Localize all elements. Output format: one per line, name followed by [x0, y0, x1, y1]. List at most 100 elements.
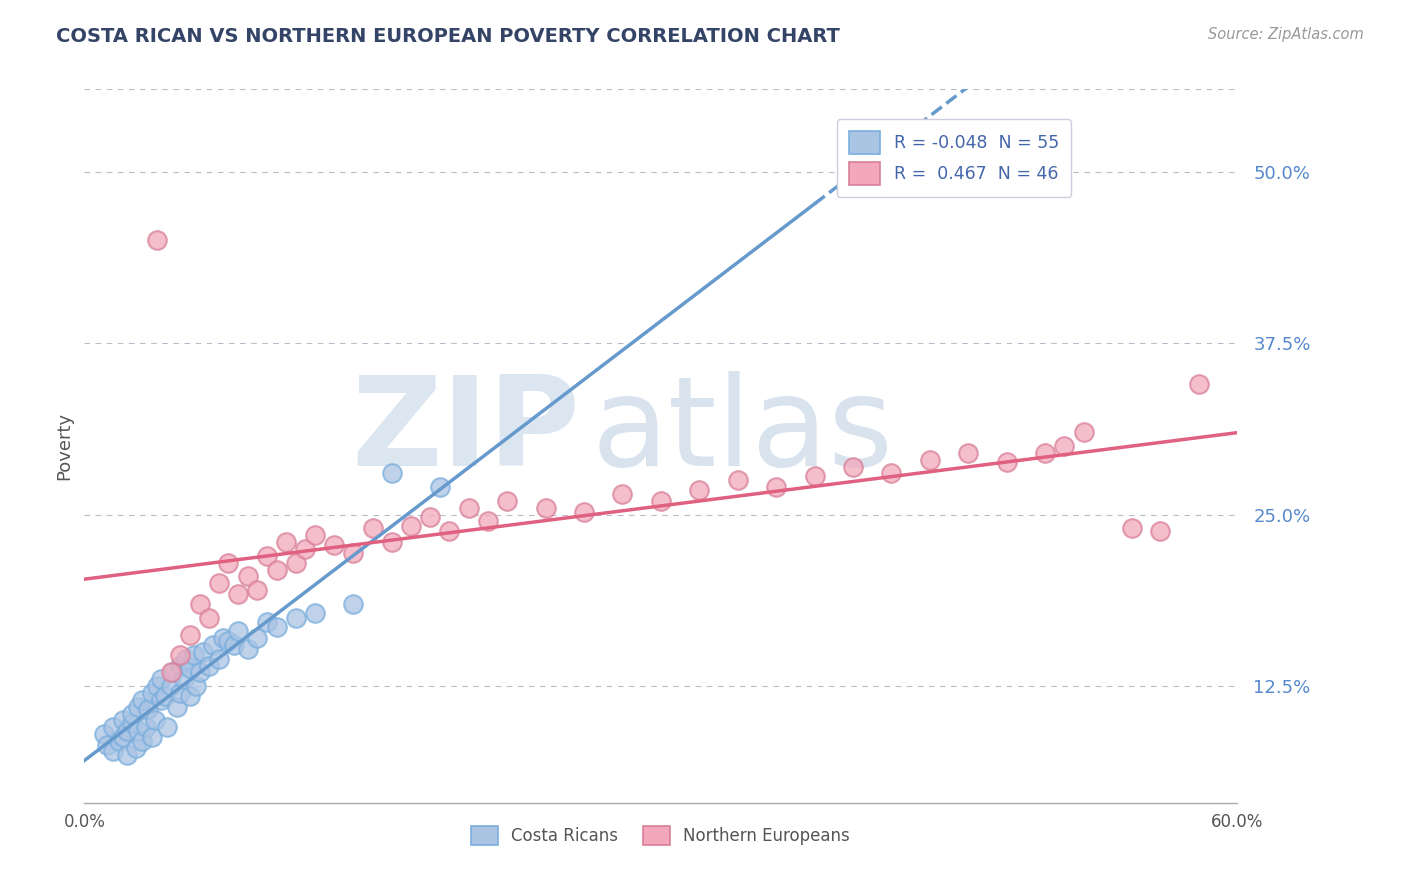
Point [96, 738, 118, 752]
Point [174, 651, 197, 665]
Point [156, 720, 179, 734]
Point [218, 556, 240, 570]
Point [115, 724, 138, 739]
Point [284, 556, 307, 570]
Point [136, 702, 159, 716]
Point [1188, 377, 1211, 392]
Point [1033, 446, 1056, 460]
Point [141, 730, 163, 744]
Point [211, 631, 233, 645]
Point [399, 518, 422, 533]
Point [153, 689, 176, 703]
Point [169, 686, 191, 700]
Point [188, 665, 211, 680]
Point [534, 500, 557, 515]
Point [162, 665, 184, 680]
Point [957, 446, 980, 460]
Point [208, 651, 231, 665]
Point [93, 727, 115, 741]
Point [880, 467, 903, 481]
Point [342, 597, 364, 611]
Point [125, 740, 148, 755]
Point [169, 658, 191, 673]
Point [145, 714, 167, 728]
Point [256, 549, 278, 563]
Point [103, 744, 124, 758]
Point [304, 528, 326, 542]
Point [294, 541, 316, 556]
Point [166, 699, 188, 714]
Text: COSTA RICAN VS NORTHERN EUROPEAN POVERTY CORRELATION CHART: COSTA RICAN VS NORTHERN EUROPEAN POVERTY… [56, 27, 841, 45]
Point [169, 648, 191, 662]
Point [141, 686, 163, 700]
Point [127, 699, 149, 714]
Point [1073, 425, 1095, 440]
Point [381, 535, 404, 549]
Point [127, 724, 149, 739]
Point [284, 610, 307, 624]
Point [266, 562, 288, 576]
Point [439, 524, 461, 538]
Point [236, 642, 259, 657]
Point [208, 576, 231, 591]
Point [727, 473, 749, 487]
Point [226, 587, 249, 601]
Point [246, 631, 269, 645]
Point [1149, 524, 1171, 538]
Legend: Costa Ricans, Northern Europeans: Costa Ricans, Northern Europeans [465, 819, 856, 852]
Text: atlas: atlas [592, 371, 894, 492]
Point [131, 693, 153, 707]
Point [918, 452, 941, 467]
Point [496, 494, 519, 508]
Point [115, 747, 138, 762]
Point [276, 535, 298, 549]
Point [650, 494, 672, 508]
Point [803, 469, 825, 483]
Point [135, 720, 157, 734]
Point [131, 734, 153, 748]
Point [121, 716, 143, 731]
Point [146, 233, 169, 247]
Point [429, 480, 451, 494]
Point [381, 467, 404, 481]
Point [842, 459, 865, 474]
Point [236, 569, 259, 583]
Point [765, 480, 787, 494]
Point [184, 679, 207, 693]
Point [688, 483, 710, 497]
Point [121, 706, 143, 721]
Point [477, 515, 499, 529]
Point [179, 689, 201, 703]
Point [457, 500, 479, 515]
Point [256, 615, 278, 629]
Point [150, 673, 173, 687]
Point [361, 521, 384, 535]
Point [1121, 521, 1143, 535]
Point [111, 730, 134, 744]
Point [246, 583, 269, 598]
Point [419, 510, 441, 524]
Point [198, 658, 221, 673]
Point [218, 633, 240, 648]
Point [150, 693, 173, 707]
Point [103, 720, 124, 734]
Point [160, 679, 183, 693]
Point [1053, 439, 1076, 453]
Point [108, 734, 131, 748]
Point [572, 505, 595, 519]
Y-axis label: Poverty: Poverty [55, 412, 73, 480]
Point [160, 665, 183, 680]
Point [612, 487, 634, 501]
Point [173, 673, 195, 687]
Point [188, 597, 211, 611]
Point [995, 455, 1018, 469]
Point [111, 714, 134, 728]
Point [183, 648, 205, 662]
Point [323, 538, 346, 552]
Point [224, 638, 246, 652]
Point [179, 661, 201, 675]
Point [266, 620, 288, 634]
Point [202, 638, 225, 652]
Point [198, 610, 221, 624]
Point [179, 628, 201, 642]
